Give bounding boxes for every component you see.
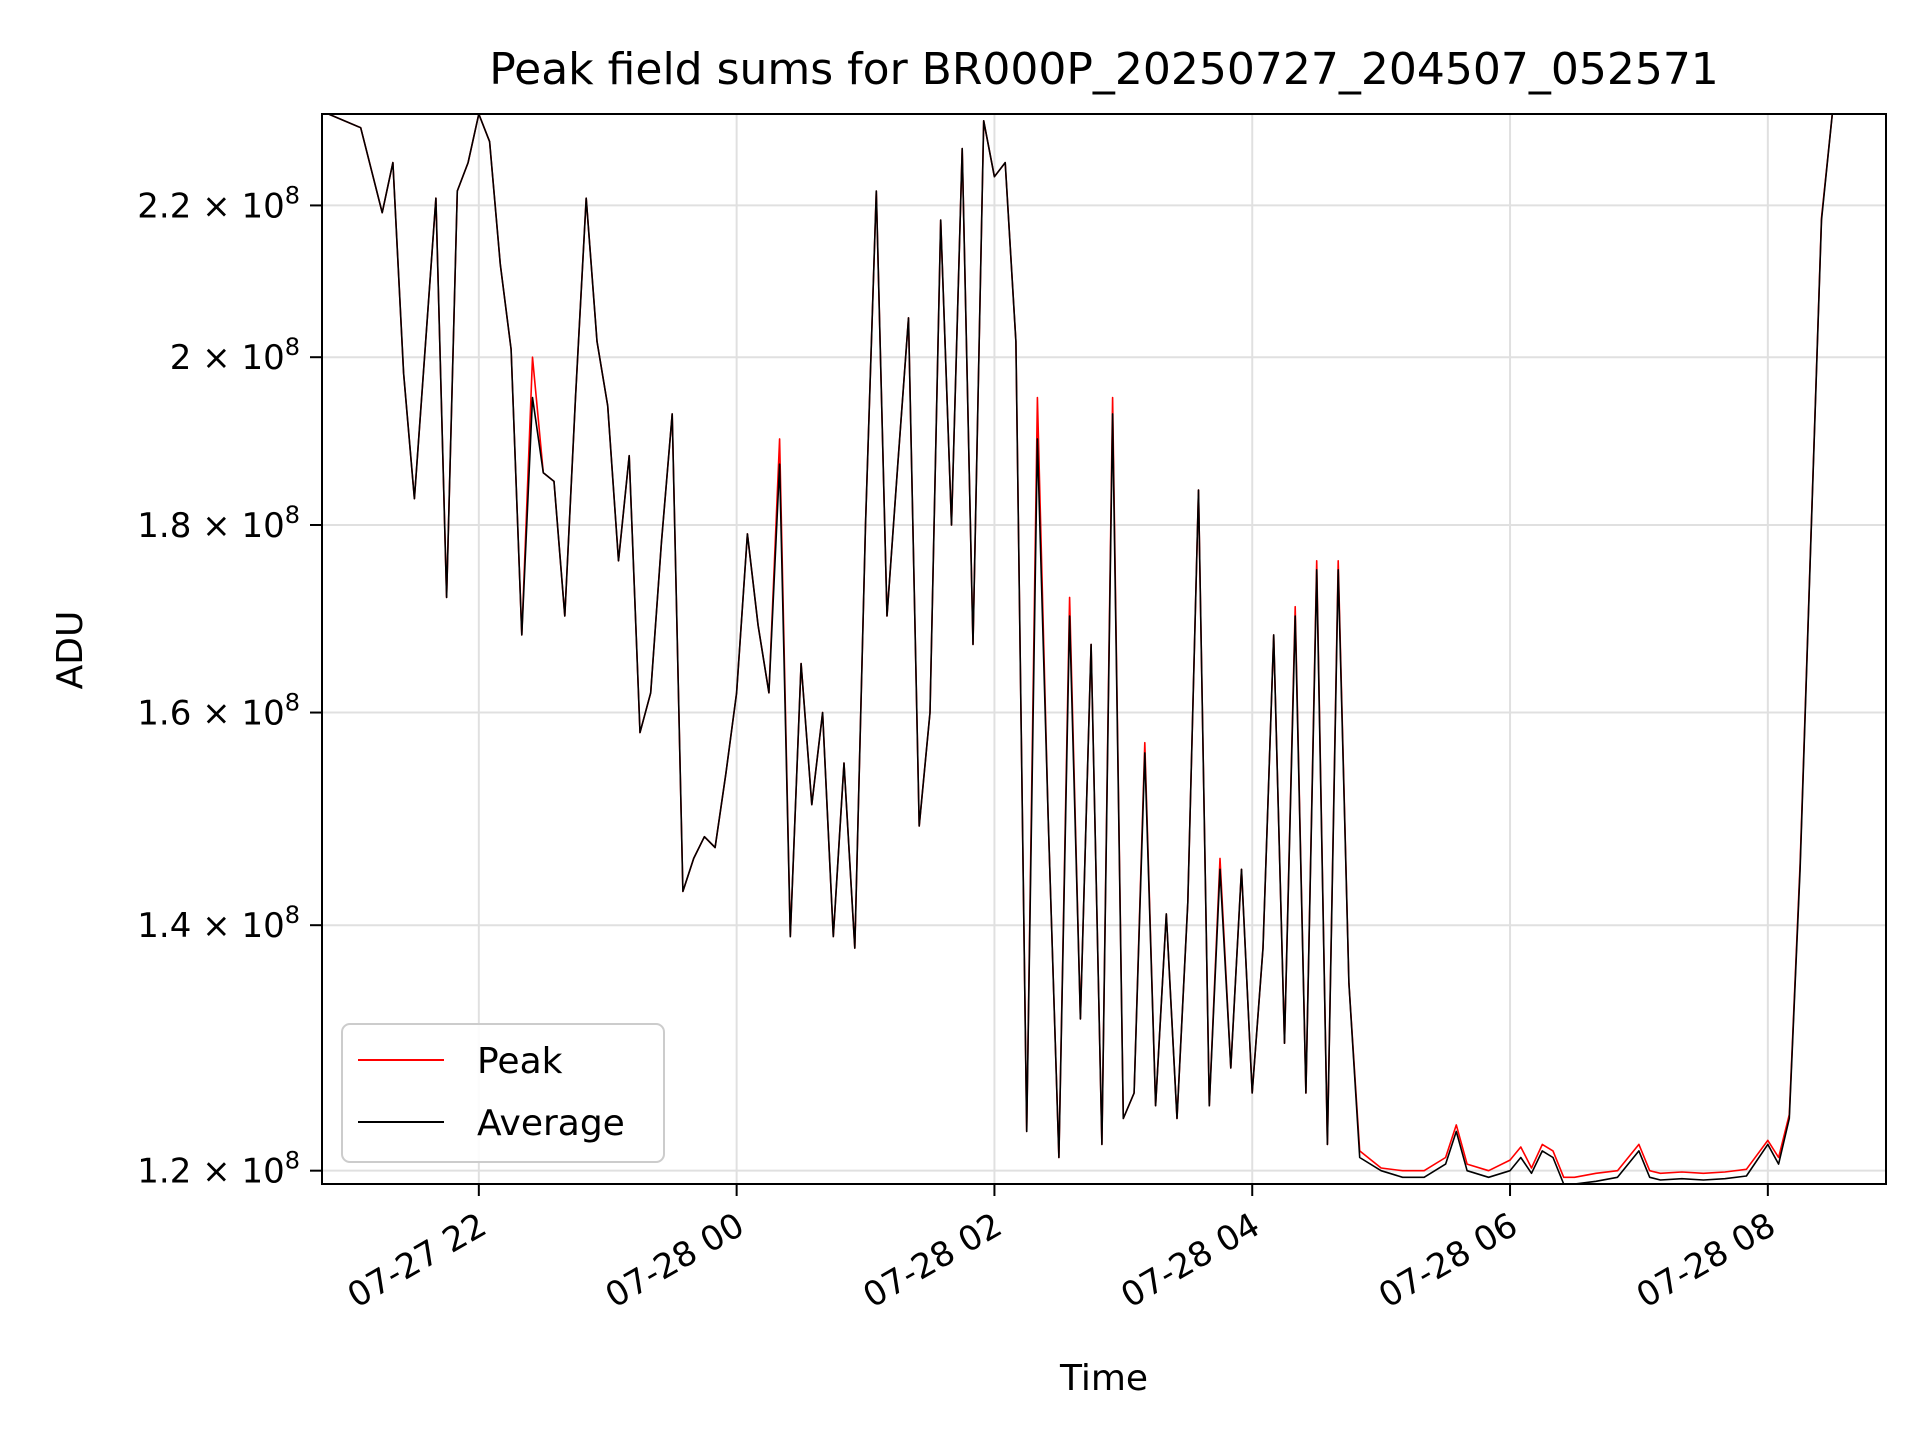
legend-average-label: Average <box>477 1103 625 1144</box>
y-tick-label: 2 × 108 <box>170 333 300 378</box>
y-tick-label: 1.4 × 108 <box>137 901 300 946</box>
series-layer <box>328 114 1834 1184</box>
y-tick-label: 1.2 × 108 <box>137 1147 300 1192</box>
legend-box <box>341 1023 665 1163</box>
grid-lines <box>322 114 1886 1184</box>
y-tick-label: 2.2 × 108 <box>137 181 300 226</box>
y-axis-ticks: 1.2 × 108 1.4 × 108 1.6 × 108 1.8 × 108 2 × … <box>137 181 322 1192</box>
plot-frame <box>321 113 1887 1185</box>
y-tick-label: 1.8 × 108 <box>137 501 300 546</box>
y-axis-label: ADU <box>50 611 91 690</box>
x-axis-label: Time <box>1059 1358 1148 1399</box>
chart-title: Peak field sums for BR000P_20250727_2045… <box>489 44 1719 95</box>
y-tick-label: 1.6 × 108 <box>137 689 300 734</box>
legend-peak-label: Peak <box>477 1041 563 1082</box>
legend: Peak Average <box>341 1023 665 1163</box>
series-average-line <box>328 114 1834 1184</box>
